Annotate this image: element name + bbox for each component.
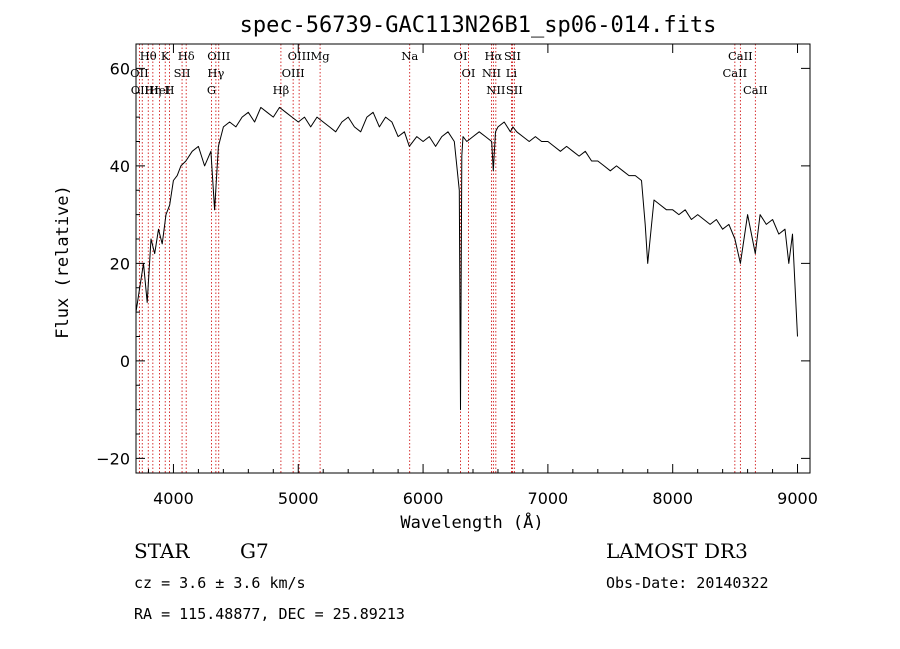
x-tick-label-5: 9000 — [777, 489, 818, 508]
line-label-8: H — [165, 83, 175, 97]
line-markers — [138, 44, 756, 473]
line-label-1: OII — [130, 66, 149, 80]
line-label-2: OIII — [131, 83, 154, 97]
star-class: STAR — [134, 539, 190, 563]
line-label-19: Hα — [484, 49, 502, 63]
x-tick-label-3: 7000 — [528, 489, 569, 508]
chart-title: spec-56739-GAC113N26B1_sp06-014.fits — [240, 13, 717, 38]
line-label-6: Hδ — [178, 49, 195, 63]
y-tick-label-4: 60 — [110, 59, 130, 78]
line-label-16: Na — [401, 49, 418, 63]
line-label-24: SII — [506, 83, 523, 97]
survey-name: LAMOST DR3 — [606, 539, 748, 563]
line-label-11: G — [207, 83, 216, 97]
y-axis: −20 0 20 40 60 — [96, 59, 810, 468]
line-label-4: HeI — [149, 83, 170, 97]
y-tick-label-3: 40 — [110, 157, 130, 176]
line-label-25: CaII — [728, 49, 753, 63]
line-label-26: CaII — [722, 66, 747, 80]
plot-frame — [135, 43, 811, 474]
line-label-17: OI — [454, 49, 468, 63]
line-label-27: CaII — [743, 83, 768, 97]
line-label-13: OIII — [282, 66, 305, 80]
line-label-14: Hβ — [273, 83, 290, 97]
line-label-23: Li — [506, 66, 518, 80]
line-label-12: OIII — [288, 49, 311, 63]
y-tick-label-0: −20 — [96, 449, 130, 468]
x-tick-label-0: 4000 — [153, 489, 194, 508]
x-tick-label-2: 6000 — [403, 489, 444, 508]
x-axis-label: Wavelength (Å) — [400, 511, 543, 533]
line-label-10: Hγ — [207, 66, 224, 80]
line-label-5: Hη — [144, 83, 161, 97]
line-label-3: K — [161, 49, 170, 63]
x-tick-label-1: 5000 — [278, 489, 319, 508]
obs-date: Obs-Date: 20140322 — [606, 574, 769, 592]
y-axis-label: Flux (relative) — [53, 185, 73, 339]
line-label-21: NII — [486, 83, 505, 97]
star-subclass: G7 — [240, 539, 269, 563]
spectrum-line — [135, 106, 798, 411]
y-tick-label-1: 0 — [120, 352, 130, 371]
x-axis: 4000 5000 6000 7000 8000 9000 — [147, 44, 818, 508]
line-label-7: SII — [174, 66, 191, 80]
line-label-0: Hθ — [140, 49, 157, 63]
y-tick-label-2: 20 — [110, 254, 130, 273]
spectrum-series — [135, 106, 798, 411]
line-label-15: Mg — [311, 49, 331, 63]
line-label-18: OI — [462, 66, 476, 80]
x-tick-label-4: 8000 — [652, 489, 693, 508]
line-label-9: OIII — [207, 49, 230, 63]
line-label-20: NII — [482, 66, 501, 80]
ra-dec: RA = 115.48877, DEC = 25.89213 — [134, 605, 405, 623]
line-label-22: SII — [504, 49, 521, 63]
redshift-cz: cz = 3.6 ± 3.6 km/s — [134, 574, 306, 592]
